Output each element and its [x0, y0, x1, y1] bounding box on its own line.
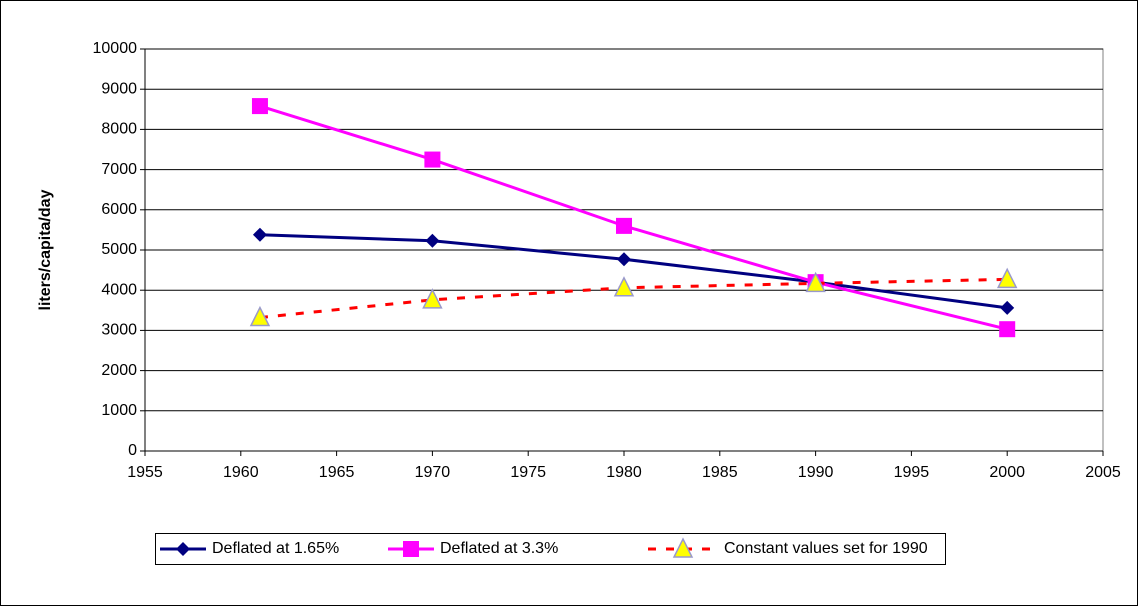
x-tick-label: 1970	[415, 464, 451, 481]
marker	[996, 267, 1018, 289]
y-tick-label: 3000	[101, 322, 137, 339]
x-tick-label: 1985	[702, 464, 738, 481]
x-tick-label: 1990	[798, 464, 834, 481]
y-tick-label: 0	[128, 442, 137, 459]
legend-label: Deflated at 3.3%	[440, 540, 558, 557]
x-tick-label: 1960	[223, 464, 259, 481]
y-tick-label: 10000	[93, 40, 138, 57]
x-tick-label: 1980	[606, 464, 642, 481]
marker	[251, 98, 268, 115]
x-tick-label: 1995	[894, 464, 930, 481]
marker	[252, 227, 267, 242]
marker	[617, 252, 631, 267]
y-tick-label: 2000	[101, 362, 137, 379]
x-tick-label: 1955	[127, 464, 163, 481]
y-tick-label: 8000	[101, 121, 137, 138]
legend-marker	[403, 541, 419, 557]
x-tick-label: 1975	[510, 464, 546, 481]
y-tick-label: 4000	[101, 281, 137, 298]
legend-marker	[176, 542, 190, 556]
y-tick-label: 6000	[101, 201, 137, 218]
y-tick-label: 5000	[101, 241, 137, 258]
marker	[424, 151, 441, 168]
marker	[999, 321, 1016, 338]
y-tick-label: 7000	[101, 161, 137, 178]
x-tick-label: 2005	[1085, 464, 1121, 481]
legend-marker	[672, 537, 694, 558]
x-tick-label: 1965	[319, 464, 355, 481]
marker	[425, 233, 440, 248]
marker	[613, 276, 635, 297]
y-tick-label: 1000	[101, 402, 137, 419]
y-axis-label: liters/capita/day	[37, 189, 54, 310]
marker	[1000, 300, 1015, 315]
marker	[422, 288, 443, 309]
legend-label: Deflated at 1.65%	[212, 540, 339, 557]
y-tick-label: 9000	[101, 80, 137, 97]
marker	[805, 271, 826, 293]
legend-label: Constant values set for 1990	[724, 540, 928, 557]
x-tick-label: 2000	[989, 464, 1025, 481]
legend	[155, 533, 946, 565]
marker	[249, 305, 271, 327]
marker	[616, 217, 632, 234]
